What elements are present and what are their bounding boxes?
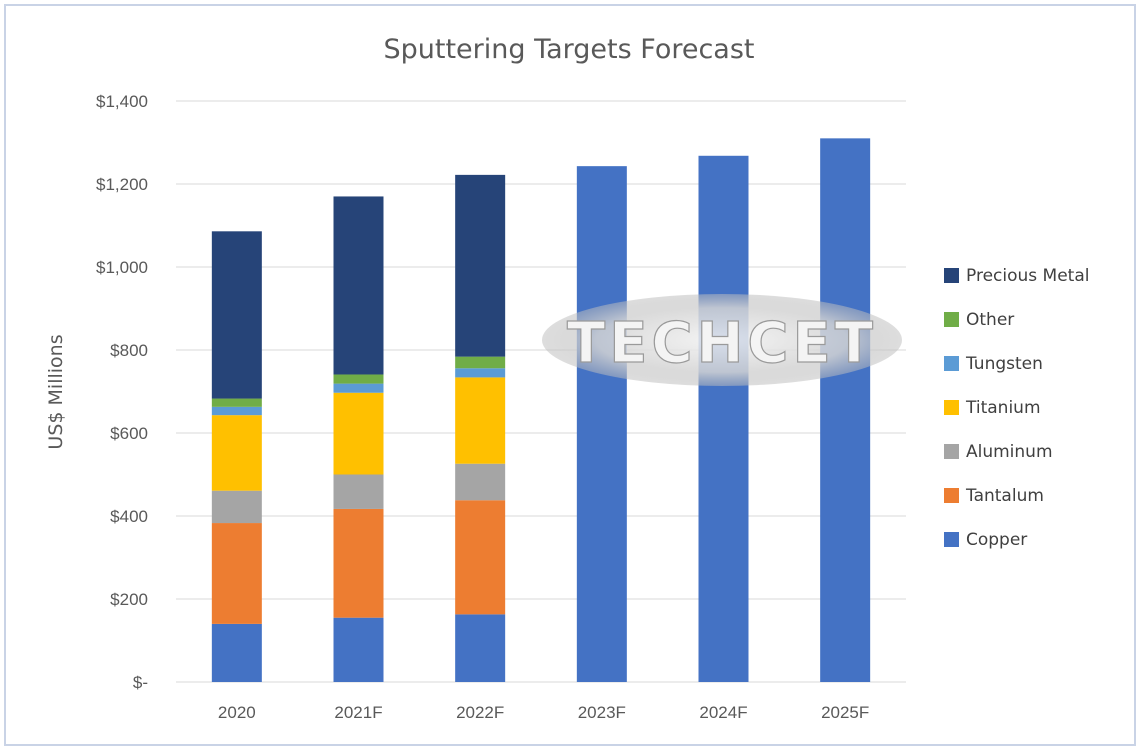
bar-aluminum-2022f (455, 463, 506, 501)
bar-tungsten-2022f (455, 368, 506, 378)
legend-label-aluminum: Aluminum (966, 442, 1053, 462)
legend-label-tantalum: Tantalum (965, 486, 1044, 506)
bars (211, 138, 871, 683)
x-tick-label: 2022F (456, 703, 504, 722)
bar-titanium-2021f (333, 392, 384, 475)
bar-precious-metal-2020 (211, 231, 262, 399)
x-tick-label: 2021F (334, 703, 382, 722)
x-tick-label: 2025F (821, 703, 869, 722)
legend-label-tungsten: Tungsten (965, 354, 1043, 374)
legend-swatch-precious-metal (944, 268, 959, 283)
y-axis-label: US$ Millions (45, 334, 67, 449)
bar-copper-2022f (455, 614, 506, 682)
bar-aluminum-2021f (333, 474, 384, 509)
bar-tantalum-2022f (455, 500, 506, 615)
legend: Precious Metal Other Tungsten Titanium Alumi… (944, 266, 1089, 550)
legend-swatch-tantalum (944, 488, 959, 503)
chart-frame (4, 4, 1136, 746)
chart-title: Sputtering Targets Forecast (383, 34, 754, 65)
legend-swatch-other (944, 312, 959, 327)
bar-copper-2020 (211, 623, 262, 682)
bar-titanium-2022f (455, 377, 506, 464)
x-tick-label: 2023F (578, 703, 626, 722)
x-tick-label: 2024F (699, 703, 747, 722)
legend-swatch-copper (944, 532, 959, 547)
gridlines (176, 100, 906, 683)
bar-copper-2025f (820, 138, 871, 683)
legend-label-other: Other (966, 310, 1014, 330)
y-tick-labels: $- $200 $400 $600 $800 $1,000 $1,200 $1,400 (96, 92, 148, 692)
legend-swatch-titanium (944, 400, 959, 415)
legend-swatch-tungsten (944, 356, 959, 371)
y-tick-label: $- (133, 673, 148, 692)
bar-titanium-2020 (211, 415, 262, 491)
techcet-watermark-logo: TECHCET (542, 294, 902, 386)
bar-other-2020 (211, 398, 262, 407)
bar-tantalum-2020 (211, 523, 262, 624)
watermark-text: TECHCET (567, 311, 877, 376)
y-tick-label: $1,000 (96, 258, 148, 277)
bar-other-2021f (333, 374, 384, 384)
x-tick-label: 2020 (218, 703, 256, 722)
bar-copper-2021f (333, 617, 384, 682)
y-tick-label: $600 (110, 424, 148, 443)
bar-aluminum-2020 (211, 490, 262, 524)
legend-label-titanium: Titanium (965, 398, 1041, 418)
bar-copper-2024f (698, 155, 749, 682)
y-tick-label: $1,400 (96, 92, 148, 111)
y-tick-label: $800 (110, 341, 148, 360)
bar-precious-metal-2022f (455, 174, 506, 357)
y-tick-label: $400 (110, 507, 148, 526)
y-tick-label: $200 (110, 590, 148, 609)
bar-copper-2023f (576, 166, 627, 682)
bar-tungsten-2021f (333, 383, 384, 393)
legend-label-precious-metal: Precious Metal (966, 266, 1089, 286)
bar-tungsten-2020 (211, 406, 262, 416)
legend-label-copper: Copper (966, 530, 1027, 550)
y-tick-label: $1,200 (96, 175, 148, 194)
x-tick-labels: 2020 2021F 2022F 2023F 2024F 2025F (218, 703, 869, 722)
legend-swatch-aluminum (944, 444, 959, 459)
bar-other-2022f (455, 356, 506, 369)
bar-tantalum-2021f (333, 508, 384, 618)
bar-precious-metal-2021f (333, 196, 384, 375)
